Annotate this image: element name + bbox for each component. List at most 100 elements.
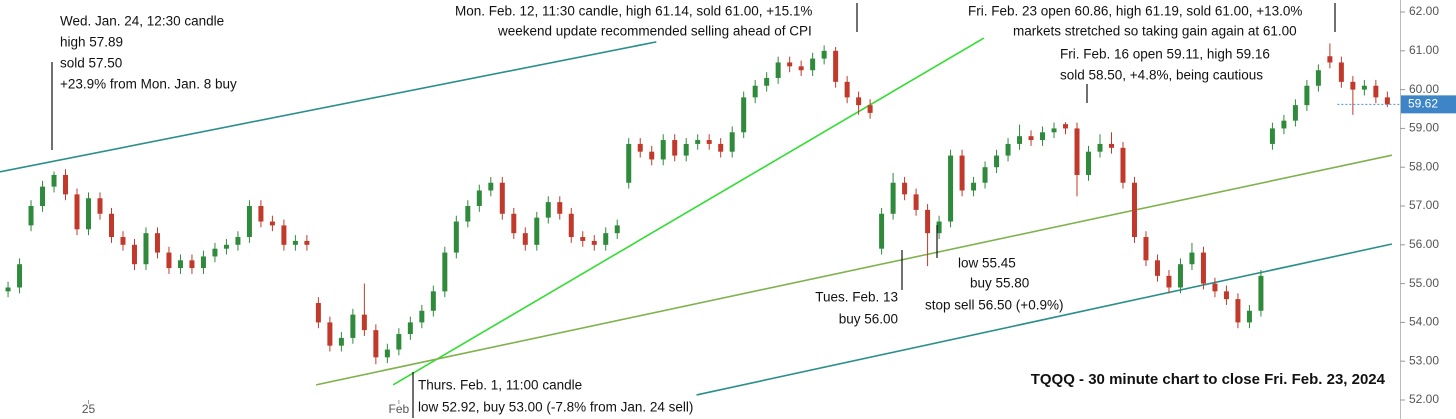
candle-body bbox=[499, 182, 505, 214]
candle-body bbox=[603, 233, 609, 245]
candle-body bbox=[1177, 264, 1183, 288]
candle-body bbox=[1327, 56, 1333, 63]
candle-body bbox=[1246, 310, 1252, 323]
candle-body bbox=[1097, 143, 1103, 152]
candle-body bbox=[143, 233, 149, 265]
candle-body bbox=[1269, 128, 1275, 144]
y-tick-label: 54.00 bbox=[1409, 315, 1439, 329]
candle-body bbox=[1143, 237, 1149, 261]
annotation-text: low 55.45 bbox=[958, 256, 1016, 271]
candle-body bbox=[1223, 291, 1229, 300]
candle-body bbox=[614, 225, 620, 234]
candle-body bbox=[1063, 124, 1069, 129]
candle-body bbox=[522, 233, 528, 245]
candle-body bbox=[764, 77, 770, 86]
chart-title: TQQQ - 30 minute chart to close Fri. Feb… bbox=[1031, 371, 1386, 388]
candle-body bbox=[108, 213, 114, 238]
candle-body bbox=[154, 233, 160, 253]
candle-body bbox=[1258, 275, 1264, 311]
candle-body bbox=[315, 302, 321, 323]
price-axis: 52.00 53.00 54.00 55.00 56.00 57.00 58.00 59.00… bbox=[82, 4, 1440, 416]
annotation-text: low 52.92, buy 53.00 (-7.8% from Jan. 24… bbox=[418, 400, 693, 415]
candle-body bbox=[1154, 260, 1160, 276]
candle-body bbox=[1017, 136, 1023, 144]
candle-body bbox=[235, 237, 241, 245]
candle-body bbox=[821, 50, 827, 59]
candle-body bbox=[396, 334, 402, 350]
candle-body bbox=[672, 140, 678, 156]
annotation-text: weekend update recommended selling ahead… bbox=[497, 24, 812, 39]
candle-body bbox=[200, 256, 206, 269]
candle-body bbox=[86, 198, 92, 230]
annotation-text: high 57.89 bbox=[60, 35, 123, 50]
candle-body bbox=[798, 66, 804, 71]
annotation-text: sold 57.50 bbox=[60, 56, 122, 71]
y-tick-label: 55.00 bbox=[1409, 276, 1439, 290]
candle-body bbox=[591, 240, 597, 245]
last-price-label: 59.62 bbox=[1408, 97, 1438, 111]
candle-body bbox=[1166, 275, 1172, 288]
annotation-text: markets stretched so taking gain again a… bbox=[1013, 24, 1297, 39]
candle-body bbox=[17, 264, 23, 288]
y-tick-label: 62.00 bbox=[1409, 4, 1439, 18]
annotation-text: Thurs. Feb. 1, 11:00 candle bbox=[418, 378, 582, 393]
y-tick-label: 53.00 bbox=[1409, 353, 1439, 367]
candle-body bbox=[1338, 62, 1344, 82]
candle-body bbox=[856, 97, 862, 106]
candle-body bbox=[292, 240, 298, 245]
candle-body bbox=[1051, 128, 1057, 133]
candle-body bbox=[453, 221, 459, 253]
candle-body bbox=[1131, 182, 1137, 238]
candle-body bbox=[246, 206, 252, 238]
candle-body bbox=[1384, 97, 1390, 105]
candle-body bbox=[212, 248, 218, 257]
trend-line bbox=[392, 37, 985, 386]
candle-body bbox=[97, 198, 103, 214]
candle-body bbox=[465, 206, 471, 222]
candle-body bbox=[545, 202, 551, 218]
candle-body bbox=[407, 322, 413, 335]
candle-body bbox=[787, 62, 793, 67]
candle-body bbox=[488, 182, 494, 191]
candle-body bbox=[361, 314, 367, 331]
candle-body bbox=[879, 213, 885, 249]
candle-body bbox=[718, 143, 724, 152]
candle-body bbox=[913, 194, 919, 210]
candle-body bbox=[384, 349, 390, 358]
y-tick-label: 60.00 bbox=[1409, 82, 1439, 96]
candle-body bbox=[1361, 85, 1367, 90]
candle-body bbox=[476, 190, 482, 207]
candle-body bbox=[1005, 143, 1011, 156]
y-tick-label: 57.00 bbox=[1409, 198, 1439, 212]
trend-line bbox=[0, 41, 657, 173]
trend-line bbox=[696, 243, 1393, 396]
candle-body bbox=[189, 260, 195, 269]
annotation-text: Fri. Feb. 23 open 60.86, high 61.19, sol… bbox=[968, 4, 1302, 19]
candle-body bbox=[1028, 136, 1034, 141]
candle-body bbox=[74, 194, 80, 230]
candle-body bbox=[706, 140, 712, 144]
candle-body bbox=[649, 151, 655, 160]
candle-body bbox=[51, 174, 57, 187]
x-tick-label: Feb bbox=[389, 402, 410, 416]
candle-body bbox=[269, 221, 275, 226]
candle-body bbox=[223, 244, 229, 249]
candle-body bbox=[1074, 128, 1080, 175]
candle-body bbox=[557, 202, 563, 214]
candle-body bbox=[890, 182, 896, 214]
candle-body bbox=[867, 105, 873, 113]
annotation-text: Tues. Feb. 13 bbox=[815, 290, 898, 305]
candle-body bbox=[28, 206, 34, 226]
candle-body bbox=[752, 85, 758, 98]
candle-body bbox=[350, 314, 356, 338]
candle-body bbox=[430, 291, 436, 311]
candle-body bbox=[304, 240, 310, 245]
candle-body bbox=[1200, 252, 1206, 284]
annotation-text: buy 56.00 bbox=[839, 312, 898, 327]
candle-body bbox=[1235, 299, 1241, 323]
candle-body bbox=[1120, 147, 1126, 183]
candle-body bbox=[1281, 120, 1287, 129]
candle-body bbox=[40, 186, 46, 207]
